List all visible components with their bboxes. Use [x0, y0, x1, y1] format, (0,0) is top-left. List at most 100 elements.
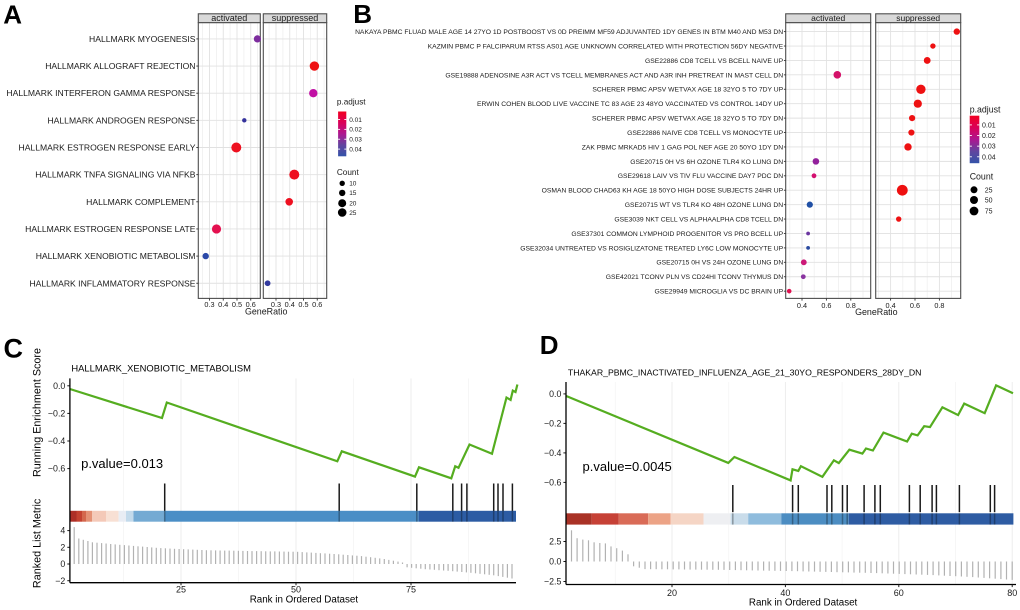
- svg-text:0.8: 0.8: [846, 301, 856, 310]
- svg-text:−0.2: −0.2: [48, 409, 65, 419]
- svg-text:activated: activated: [211, 13, 247, 23]
- svg-text:−0.2: −0.2: [544, 419, 561, 429]
- svg-text:2.5: 2.5: [549, 537, 561, 547]
- svg-text:HALLMARK MYOGENESIS: HALLMARK MYOGENESIS: [89, 34, 196, 44]
- svg-text:0.6: 0.6: [910, 301, 920, 310]
- svg-text:0.4: 0.4: [886, 301, 896, 310]
- svg-text:GSE22886 CD8 TCELL VS BCELL NA: GSE22886 CD8 TCELL VS BCELL NAIVE UP: [645, 58, 784, 65]
- svg-text:75: 75: [985, 209, 993, 216]
- svg-text:50: 50: [291, 585, 301, 595]
- svg-text:0.01: 0.01: [982, 122, 996, 129]
- svg-text:OSMAN BLOOD CHAD63 KH AGE 18 5: OSMAN BLOOD CHAD63 KH AGE 18 50YO HIGH D…: [542, 188, 784, 195]
- svg-text:SCHERER PBMC APSV WETVAX AGE 1: SCHERER PBMC APSV WETVAX AGE 18 32YO 5 T…: [592, 87, 783, 94]
- svg-text:A: A: [3, 0, 22, 29]
- svg-text:HALLMARK TNFA SIGNALING VIA NF: HALLMARK TNFA SIGNALING VIA NFKB: [35, 170, 196, 180]
- svg-text:GSE29618 LAIV VS TIV FLU VACCI: GSE29618 LAIV VS TIV FLU VACCINE DAY7 PD…: [618, 173, 784, 180]
- svg-text:2: 2: [60, 542, 65, 552]
- svg-text:0.0: 0.0: [549, 557, 561, 567]
- svg-text:0.02: 0.02: [349, 127, 362, 134]
- svg-text:D: D: [540, 330, 559, 360]
- svg-text:HALLMARK INFLAMMATORY RESPONSE: HALLMARK INFLAMMATORY RESPONSE: [29, 278, 195, 288]
- svg-text:NAKAYA PBMC FLUAD MALE AGE 14: NAKAYA PBMC FLUAD MALE AGE 14 27YO 1D PO…: [355, 29, 783, 36]
- svg-text:p.value=0.0045: p.value=0.0045: [583, 459, 672, 474]
- svg-text:0.5: 0.5: [298, 300, 308, 309]
- svg-text:0.6: 0.6: [821, 301, 831, 310]
- svg-text:ZAK PBMC MRKAD5 HIV 1 GAG POL: ZAK PBMC MRKAD5 HIV 1 GAG POL NEF AGE 20…: [582, 144, 784, 151]
- svg-text:GSE29949 MICROGLIA VS DC BRAIN: GSE29949 MICROGLIA VS DC BRAIN UP: [655, 289, 784, 296]
- svg-text:−0.4: −0.4: [544, 448, 561, 458]
- svg-text:Count: Count: [337, 168, 360, 177]
- svg-text:GeneRatio: GeneRatio: [855, 307, 897, 317]
- svg-text:10: 10: [349, 181, 357, 188]
- svg-text:0.01: 0.01: [349, 117, 362, 124]
- svg-text:0.4: 0.4: [285, 300, 295, 309]
- svg-text:GSE22886 NAIVE CD8 TCELL VS MO: GSE22886 NAIVE CD8 TCELL VS MONOCYTE UP: [627, 130, 784, 137]
- svg-text:GSE42021 TCONV PLN VS CD24HI T: GSE42021 TCONV PLN VS CD24HI TCONV THYMU…: [606, 274, 784, 281]
- svg-text:Rank in Ordered Dataset: Rank in Ordered Dataset: [749, 598, 858, 609]
- svg-text:suppressed: suppressed: [896, 13, 940, 23]
- svg-text:0.0: 0.0: [549, 389, 561, 399]
- svg-text:p.value=0.013: p.value=0.013: [81, 456, 163, 471]
- svg-text:0.03: 0.03: [982, 144, 996, 151]
- svg-text:Ranked List Metric: Ranked List Metric: [31, 498, 43, 588]
- svg-text:−2.5: −2.5: [544, 577, 561, 587]
- svg-text:0.02: 0.02: [982, 133, 996, 140]
- svg-text:0.6: 0.6: [312, 300, 322, 309]
- svg-text:GSE20715 0H VS 6H OZONE TLR4 K: GSE20715 0H VS 6H OZONE TLR4 KO LUNG DN: [630, 159, 783, 166]
- svg-text:50: 50: [985, 198, 993, 205]
- svg-text:0.04: 0.04: [349, 146, 362, 153]
- svg-text:0.4: 0.4: [797, 301, 807, 310]
- svg-text:HALLMARK ESTROGEN RESPONSE LAT: HALLMARK ESTROGEN RESPONSE LATE: [25, 224, 196, 234]
- svg-text:0.6: 0.6: [246, 300, 256, 309]
- svg-text:GSE37301 COMMON LYMPHOID PROGE: GSE37301 COMMON LYMPHOID PROGENITOR VS P…: [571, 231, 783, 238]
- svg-text:Running Enrichment Score: Running Enrichment Score: [31, 348, 43, 477]
- svg-text:75: 75: [406, 585, 416, 595]
- svg-text:25: 25: [349, 210, 357, 217]
- svg-text:0.4: 0.4: [218, 300, 228, 309]
- svg-text:4: 4: [60, 526, 65, 536]
- svg-text:HALLMARK COMPLEMENT: HALLMARK COMPLEMENT: [86, 197, 196, 207]
- svg-text:GSE19888 ADENOSINE A3R ACT VS: GSE19888 ADENOSINE A3R ACT VS TCELL MEMB…: [445, 72, 783, 79]
- svg-text:B: B: [353, 0, 372, 29]
- svg-text:−0.4: −0.4: [48, 436, 65, 446]
- svg-text:−2: −2: [55, 576, 65, 586]
- svg-text:KAZMIN PBMC P FALCIPARUM RTSS: KAZMIN PBMC P FALCIPARUM RTSS AS01 AGE U…: [428, 43, 784, 50]
- svg-text:suppressed: suppressed: [272, 13, 319, 23]
- svg-text:25: 25: [985, 187, 993, 194]
- svg-text:HALLMARK INTERFERON GAMMA RESP: HALLMARK INTERFERON GAMMA RESPONSE: [6, 88, 195, 98]
- svg-text:HALLMARK XENOBIOTIC METABOLISM: HALLMARK XENOBIOTIC METABOLISM: [36, 251, 196, 261]
- svg-text:C: C: [4, 333, 24, 363]
- svg-text:80: 80: [1007, 588, 1017, 598]
- svg-text:THAKAR_PBMC_INACTIVATED_INFLUE: THAKAR_PBMC_INACTIVATED_INFLUENZA_AGE_21…: [568, 367, 922, 377]
- svg-text:20: 20: [667, 588, 677, 598]
- svg-text:ERWIN COHEN BLOOD LIVE VACCINE: ERWIN COHEN BLOOD LIVE VACCINE TC 83 AGE…: [477, 101, 784, 108]
- svg-text:15: 15: [349, 190, 357, 197]
- svg-text:Rank in Ordered Dataset: Rank in Ordered Dataset: [250, 595, 359, 606]
- svg-text:40: 40: [780, 588, 790, 598]
- svg-text:−0.6: −0.6: [48, 464, 65, 474]
- svg-text:p.adjust: p.adjust: [970, 105, 1001, 115]
- svg-text:GSE32034 UNTREATED VS ROSIGLIZ: GSE32034 UNTREATED VS ROSIGLIZATONE TREA…: [520, 245, 783, 252]
- svg-text:GSE20715 0H VS 24H OZONE LUNG: GSE20715 0H VS 24H OZONE LUNG DN: [656, 260, 783, 267]
- svg-text:25: 25: [176, 585, 186, 595]
- svg-text:GSE3039 NKT CELL VS ALPHAALPHA: GSE3039 NKT CELL VS ALPHAALPHA CD8 TCELL…: [614, 216, 783, 223]
- svg-text:HALLMARK ALLOGRAFT REJECTION: HALLMARK ALLOGRAFT REJECTION: [45, 61, 195, 71]
- svg-text:0.0: 0.0: [53, 381, 65, 391]
- svg-text:HALLMARK ESTROGEN RESPONSE EAR: HALLMARK ESTROGEN RESPONSE EARLY: [18, 143, 195, 153]
- svg-text:20: 20: [349, 201, 357, 208]
- svg-text:60: 60: [894, 588, 904, 598]
- svg-text:GSE20715 WT VS TLR4 KO 48H OZO: GSE20715 WT VS TLR4 KO 48H OZONE LUNG DN: [625, 202, 784, 209]
- svg-text:0.8: 0.8: [934, 301, 944, 310]
- svg-text:0: 0: [60, 559, 65, 569]
- svg-text:SCHERER PBMC APSV WETVAX AGE 1: SCHERER PBMC APSV WETVAX AGE 18 32YO 5 T…: [592, 116, 783, 123]
- svg-text:Count: Count: [970, 171, 994, 181]
- svg-text:p.adjust: p.adjust: [337, 98, 366, 107]
- svg-text:0.03: 0.03: [349, 137, 362, 144]
- svg-text:HALLMARK ANDROGEN RESPONSE: HALLMARK ANDROGEN RESPONSE: [47, 115, 195, 125]
- svg-text:GeneRatio: GeneRatio: [245, 307, 287, 317]
- svg-text:0.04: 0.04: [982, 154, 996, 161]
- svg-text:0.5: 0.5: [232, 300, 242, 309]
- svg-text:0.3: 0.3: [204, 300, 214, 309]
- svg-text:HALLMARK_XENOBIOTIC_METABOLISM: HALLMARK_XENOBIOTIC_METABOLISM: [71, 363, 251, 374]
- svg-text:activated: activated: [811, 13, 845, 23]
